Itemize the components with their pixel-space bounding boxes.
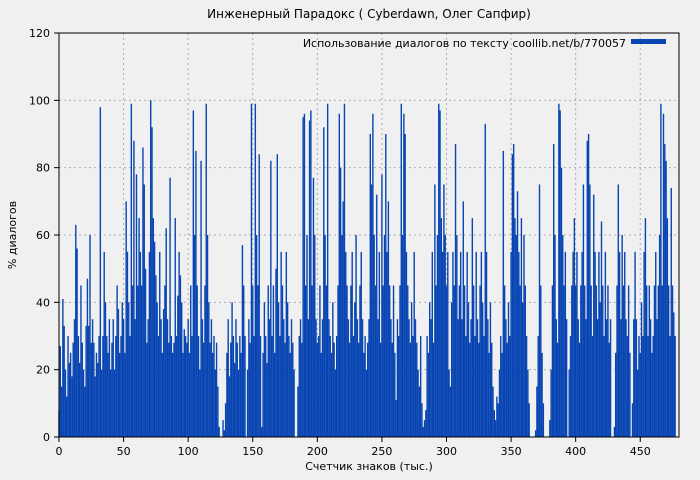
x-tick-label: 350 [501,445,522,458]
x-tick-label: 300 [436,445,457,458]
y-tick-label: 80 [36,162,50,175]
axis-ticks [54,32,641,442]
y-tick-label: 20 [36,364,50,377]
y-tick-label: 100 [29,94,50,107]
x-tick-label: 450 [630,445,651,458]
y-tick-label: 60 [36,229,50,242]
y-tick-label: 0 [43,431,50,444]
chart-title: Инженерный Парадокс ( Cyberdawn, Олег Са… [207,7,531,21]
impulse-bars [58,100,676,437]
x-tick-labels: 0 50 100 150 200 250 300 350 400 450 [56,445,651,458]
x-tick-label: 50 [117,445,131,458]
x-tick-label: 400 [565,445,586,458]
x-tick-label: 100 [178,445,199,458]
y-tick-label: 120 [29,27,50,40]
legend-label: Использование диалогов по тексту coollib… [303,37,626,50]
y-tick-label: 40 [36,296,50,309]
x-tick-label: 150 [242,445,263,458]
y-axis-label: % диалогов [6,201,19,269]
x-axis-label: Счетчик знаков (тыс.) [305,460,433,473]
legend-line-sample [631,39,666,44]
x-tick-label: 0 [56,445,63,458]
x-tick-label: 250 [371,445,392,458]
y-tick-labels: 0 20 40 60 80 100 120 [29,27,50,444]
x-tick-label: 200 [307,445,328,458]
